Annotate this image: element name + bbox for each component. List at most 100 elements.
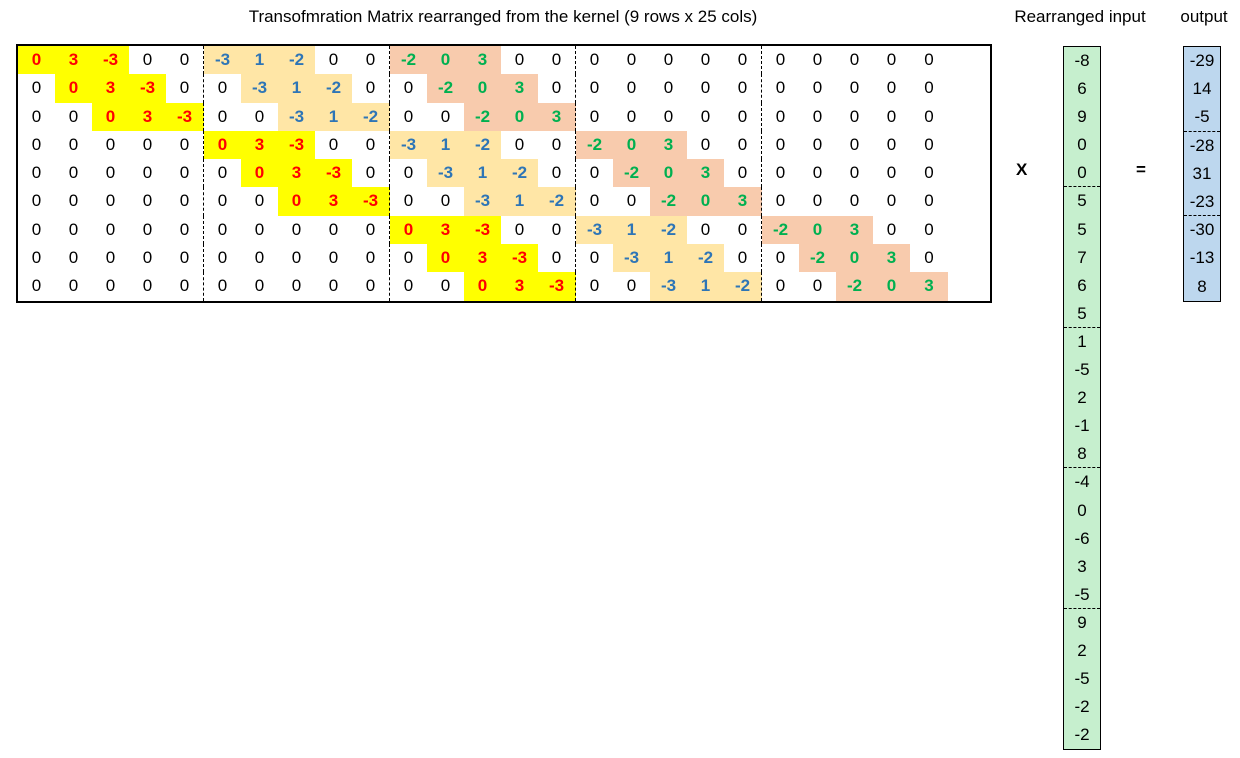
matrix-cell: 1 <box>650 244 687 273</box>
matrix-cell: 0 <box>775 50 786 69</box>
matrix-cell: 0 <box>31 163 42 183</box>
matrix-cell: 0 <box>278 187 315 216</box>
matrix-cell: 0 <box>204 130 241 160</box>
matrix-cell: 0 <box>873 272 910 301</box>
matrix-cell: 0 <box>31 78 42 98</box>
matrix-cell: -2 <box>278 46 315 75</box>
matrix-cell: 0 <box>254 106 265 126</box>
matrix-cell: -2 <box>687 244 724 273</box>
matrix-cell: 0 <box>241 159 278 188</box>
output-cell: -29 <box>1189 51 1215 70</box>
matrix-cell: 1 <box>241 46 278 75</box>
input-cell: -1 <box>1074 416 1090 436</box>
matrix-cell: 0 <box>626 78 637 98</box>
matrix-cell: -3 <box>501 244 538 273</box>
matrix-cell: 0 <box>440 106 451 126</box>
matrix-cell: 0 <box>538 74 576 103</box>
matrix-cell: -2 <box>427 74 464 103</box>
matrix-cell: 0 <box>166 187 204 216</box>
matrix-cell: -3 <box>166 102 204 131</box>
matrix-cell: 1 <box>278 74 315 103</box>
matrix-cell: 3 <box>910 272 948 301</box>
matrix-row: 0 0 0 3 -3 0 0 -3 1 -2 0 0 -2 0 3 0 0 0 0 0 0 0 0 0 0 <box>18 102 990 131</box>
matrix-row: 0 0 0 0 0 0 0 0 0 0 0 3 -3 0 0 -3 1 -2 0 0 -2 0 3 0 0 <box>18 215 990 245</box>
matrix-cell: 0 <box>166 74 204 103</box>
matrix-cell: 0 <box>589 50 600 69</box>
matrix-cell: 0 <box>105 163 116 183</box>
input-cell: 6 <box>1077 275 1087 295</box>
output-cell: -5 <box>1184 103 1220 132</box>
input-cell: 5 <box>1064 300 1100 328</box>
matrix-cell: 3 <box>55 46 92 75</box>
matrix-cell: 0 <box>626 50 637 69</box>
matrix-cell: 1 <box>613 215 650 245</box>
matrix-cell: 0 <box>924 50 934 69</box>
matrix-cell: 0 <box>724 159 762 188</box>
matrix-cell: -3 <box>464 187 501 216</box>
matrix-cell: 0 <box>105 219 116 239</box>
matrix-cell: 3 <box>538 102 576 131</box>
matrix-cell: 0 <box>700 78 711 98</box>
matrix-cell: 1 <box>687 272 724 301</box>
matrix-cell: 0 <box>514 219 525 239</box>
matrix-cell: 0 <box>352 215 390 245</box>
matrix-cell: 0 <box>352 272 390 301</box>
matrix-cell: 0 <box>775 134 786 154</box>
matrix-cell: 0 <box>403 163 414 183</box>
matrix-cell: 0 <box>403 106 414 126</box>
matrix-cell: 0 <box>626 276 637 296</box>
matrix-cell: 3 <box>315 187 352 216</box>
matrix-cell: 0 <box>217 106 228 126</box>
matrix-cell: 0 <box>142 191 153 211</box>
input-cell: -5 <box>1074 360 1090 380</box>
matrix-cell: 0 <box>724 102 762 131</box>
matrix-cell: 0 <box>464 272 501 301</box>
matrix-cell: 3 <box>501 74 538 103</box>
matrix-cell: 0 <box>254 219 265 239</box>
matrix-cell: 0 <box>886 50 897 69</box>
matrix-cell: -2 <box>390 46 427 75</box>
matrix-cell: 0 <box>700 134 711 154</box>
matrix-cell: -2 <box>762 215 799 245</box>
matrix-cell: 0 <box>812 163 823 183</box>
matrix-cell: 0 <box>700 219 711 239</box>
matrix-cell: 0 <box>849 78 860 98</box>
matrix-cell: 0 <box>217 219 228 239</box>
matrix-cell: 0 <box>352 46 390 75</box>
matrix-cell: -3 <box>352 187 390 216</box>
matrix-cell: 0 <box>105 134 116 154</box>
matrix-cell: 0 <box>403 276 414 296</box>
matrix-cell: 0 <box>68 248 79 268</box>
matrix-cell: 0 <box>217 191 228 211</box>
matrix-cell: 0 <box>724 130 762 160</box>
matrix-cell: 0 <box>166 46 204 75</box>
matrix-cell: 0 <box>328 276 339 296</box>
matrix-cell: 0 <box>68 276 79 296</box>
matrix-cell: 0 <box>105 248 116 268</box>
matrix-cell: 3 <box>464 46 501 75</box>
matrix-cell: 0 <box>650 159 687 188</box>
matrix-cell: 0 <box>724 46 762 75</box>
matrix-cell: 0 <box>836 244 873 273</box>
output-cell: 31 <box>1192 163 1212 183</box>
matrix-cell: -3 <box>278 130 315 160</box>
matrix-cell: 0 <box>68 106 79 126</box>
input-cell: 9 <box>1077 612 1087 632</box>
matrix-cell: 0 <box>142 248 153 268</box>
matrix-cell: 0 <box>724 74 762 103</box>
matrix-cell: 3 <box>92 74 129 103</box>
matrix-row: 0 3 -3 0 0 -3 1 -2 0 0 -2 0 3 0 0 0 0 0 0 0 0 0 0 0 0 <box>18 46 990 75</box>
input-cell: 2 <box>1077 640 1087 660</box>
matrix-cell: 0 <box>626 191 637 211</box>
matrix-cell: 0 <box>924 134 934 154</box>
matrix-cell: -3 <box>613 244 650 273</box>
matrix-cell: 0 <box>166 215 204 245</box>
matrix-cell: 0 <box>700 106 711 126</box>
matrix-cell: 0 <box>328 248 339 268</box>
matrix-cell: 0 <box>55 74 92 103</box>
matrix-cell: -2 <box>576 130 613 160</box>
matrix-cell: 0 <box>775 276 786 296</box>
matrix-cell: 0 <box>166 272 204 301</box>
multiply-operator: X <box>1016 160 1028 179</box>
matrix-cell: 0 <box>924 163 934 183</box>
